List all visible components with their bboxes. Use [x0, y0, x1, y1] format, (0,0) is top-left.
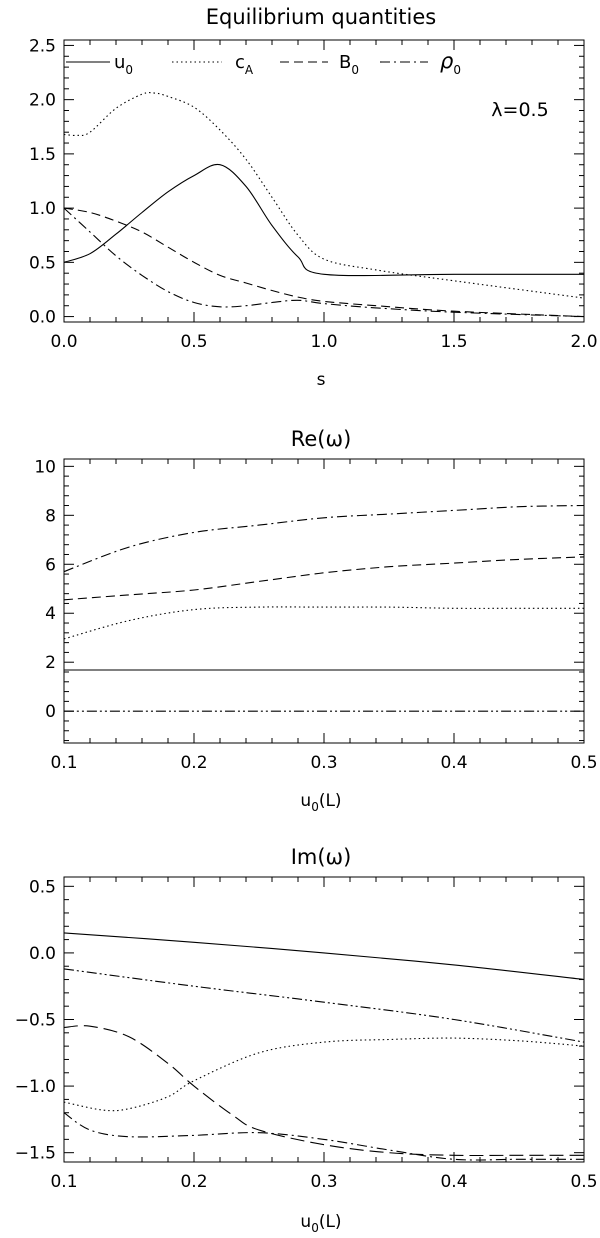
y-tick-label: 2.5: [29, 36, 56, 56]
series-line-3: [63, 1025, 584, 1157]
x-tick-label: 0.3: [310, 753, 337, 773]
legend-label-0: u0: [114, 52, 133, 77]
im-omega-plot: 0.1 0.2 0.3 0.4 0.5 −1.5 −1.0 −0.5 0.0 0.5: [15, 876, 598, 1192]
y-tick-label: 1.0: [29, 199, 56, 219]
x-tick-label: 0.2: [180, 753, 207, 773]
x-tick-label: 1.5: [440, 332, 467, 352]
y-tick-label: 8: [45, 506, 56, 526]
plot-frame: [63, 876, 585, 1163]
plot-frame: [63, 458, 585, 744]
y-tick-label: −1.5: [15, 1144, 56, 1164]
panel2-title: Re(ω): [291, 427, 352, 451]
re-omega-plot: 0.1 0.2 0.3 0.4 0.5 0 2 4 6 8 10: [34, 457, 597, 773]
x-tick-label: 0.4: [440, 753, 467, 773]
y-tick-label: −0.5: [15, 1011, 56, 1031]
lambda-annotation: λ=0.5: [491, 99, 548, 121]
x-tick-label: 0.5: [570, 1172, 597, 1192]
panel2-xlabel: u0(L): [300, 791, 341, 814]
x-tick-label: 0.1: [50, 753, 77, 773]
series-line-1: [63, 968, 585, 1043]
x-tick-label: 0.2: [180, 1172, 207, 1192]
series-line-0: [63, 504, 585, 573]
x-tick-label: 0.5: [180, 332, 207, 352]
y-tick-label: −1.0: [15, 1077, 56, 1097]
x-tick-label: 2.0: [570, 332, 597, 352]
x-tick-label: 1.0: [310, 332, 337, 352]
y-tick-label: 2: [45, 653, 56, 673]
series-line-2: [63, 1037, 585, 1112]
y-tick-label: 0.5: [29, 877, 56, 897]
legend-label-3: ρ0: [440, 49, 461, 77]
series-line-2: [63, 606, 584, 640]
x-tick-label: 0.1: [50, 1172, 77, 1192]
series-line-3: [63, 207, 585, 318]
series-line-0: [63, 163, 584, 277]
y-tick-label: 0.5: [29, 253, 56, 273]
plot-frame: [63, 39, 585, 323]
series-line-2: [63, 207, 585, 318]
panel3-xlabel: u0(L): [300, 1212, 341, 1235]
legend-label-2: B0: [339, 52, 359, 77]
y-tick-label: 4: [45, 604, 56, 624]
y-tick-label: 2.0: [29, 91, 56, 111]
x-tick-label: 0.0: [50, 332, 77, 352]
series-line-4: [63, 1112, 584, 1161]
panel1-title: Equilibrium quantities: [206, 5, 436, 29]
series-line-1: [63, 92, 585, 299]
panel3-title: Im(ω): [291, 845, 352, 869]
panel1-xlabel: s: [317, 370, 326, 390]
legend: u0 cA B0 ρ0: [66, 49, 461, 77]
series-line-1: [63, 556, 585, 601]
y-tick-label: 0.0: [29, 308, 56, 328]
x-tick-label: 0.4: [440, 1172, 467, 1192]
x-tick-label: 0.5: [570, 753, 597, 773]
x-tick-label: 0.3: [310, 1172, 337, 1192]
legend-label-1: cA: [235, 52, 254, 77]
y-tick-label: 0.0: [29, 944, 56, 964]
y-tick-label: 10: [34, 457, 56, 477]
y-tick-label: 6: [45, 555, 56, 575]
series-line-0: [63, 932, 585, 981]
y-tick-label: 1.5: [29, 145, 56, 165]
equilibrium-plot: 0.0 0.5 1.0 1.5 2.0 0.0 0.5 1.0 1.5 2.0 2.5: [29, 36, 598, 352]
y-tick-label: 0: [45, 702, 56, 722]
